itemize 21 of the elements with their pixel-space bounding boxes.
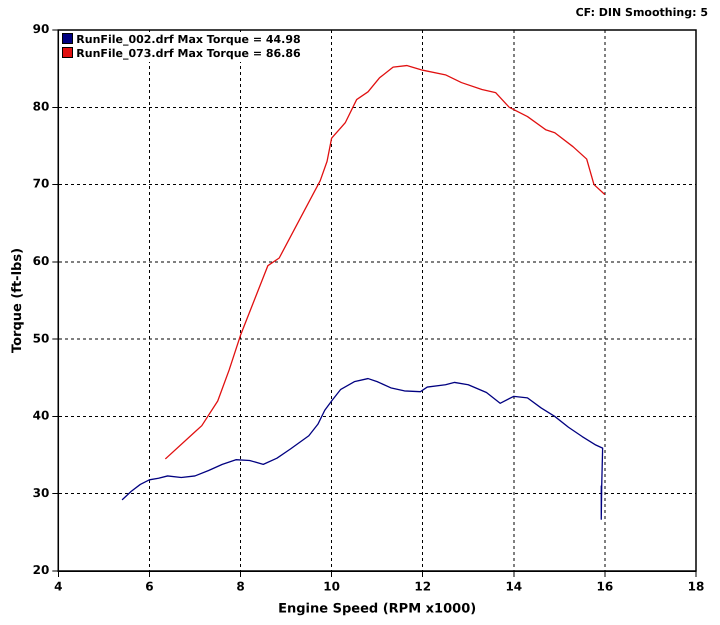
y-tick-label: 80 <box>32 99 50 114</box>
x-tick-label: 18 <box>688 579 704 594</box>
y-tick-label: 60 <box>32 254 50 268</box>
x-axis-title: Engine Speed (RPM x1000) <box>278 602 476 617</box>
y-tick-label: 20 <box>32 563 50 578</box>
y-tick-label: 40 <box>32 408 50 423</box>
x-tick-label: 16 <box>596 579 614 594</box>
x-tick-label: 6 <box>145 579 154 594</box>
y-tick-label: 70 <box>32 176 50 191</box>
text: CF: DIN Smoothing: 5 <box>576 6 708 19</box>
x-tick-label: 12 <box>414 579 432 594</box>
y-axis-title: Torque (ft-lbs) <box>10 248 26 354</box>
legend-label: RunFile_002.drf Max Torque = 44.98 <box>75 33 301 47</box>
y-tick-label: 30 <box>32 486 50 500</box>
x-tick-label: 14 <box>505 579 522 594</box>
y-tick-label: 90 <box>32 22 50 36</box>
x-tick-label: 8 <box>236 579 245 594</box>
x-tick-label: 10 <box>323 579 340 594</box>
y-tick-label: 50 <box>32 331 50 346</box>
x-tick-label: 4 <box>54 579 62 594</box>
legend-label: RunFile_073.drf Max Torque = 86.86 <box>75 47 301 61</box>
